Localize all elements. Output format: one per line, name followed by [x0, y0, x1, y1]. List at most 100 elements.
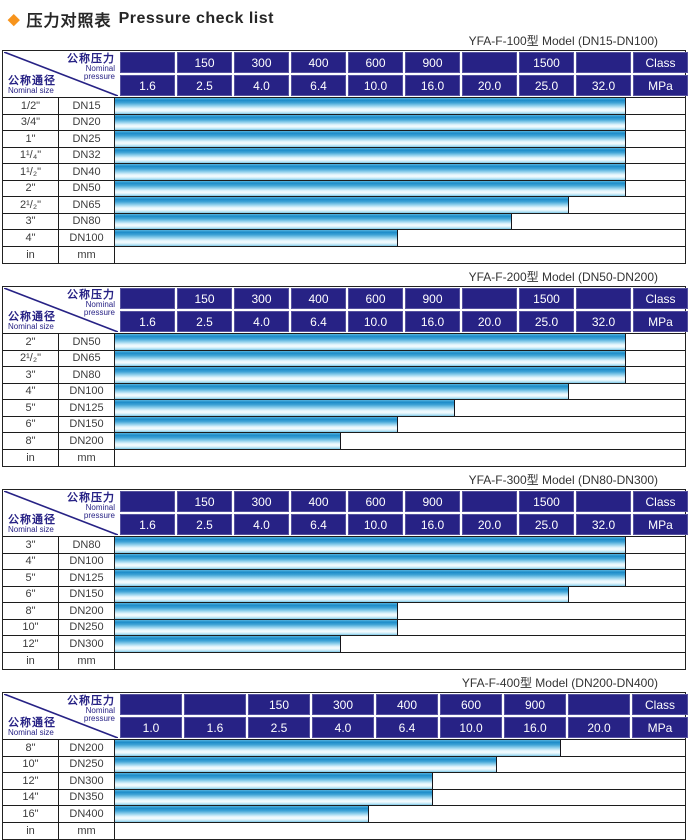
bar-area	[115, 773, 685, 789]
nominal-pressure-label: 公称压力 Nominal pressure	[67, 695, 115, 723]
pressure-table: 公称压力 Nominal pressure 公称通径 Nominal size 150 3…	[2, 286, 688, 467]
pressure-table: 公称压力 Nominal pressure 公称通径 Nominal size 150 3…	[2, 50, 688, 264]
tables-container: YFA-F-100型 Model (DN15-DN100) 公称压力 Nominal…	[2, 34, 688, 840]
class-value-cell	[120, 491, 175, 512]
dn-size-cell: DN200	[59, 603, 115, 619]
class-value-cell: 150	[177, 52, 232, 73]
table-row: 3" DN80	[3, 367, 685, 384]
mpa-unit-cell: MPa	[633, 75, 688, 96]
mpa-value-cell: 4.0	[234, 514, 289, 535]
mpa-value-cell: 2.5	[177, 75, 232, 96]
table-body: 3" DN80 4" DN100 5" DN125 6" DN150 8" DN200 10" DN2…	[3, 537, 685, 669]
dn-size-cell: DN150	[59, 586, 115, 602]
class-value-cell: 900	[405, 52, 460, 73]
corner-cell: 公称压力 Nominal pressure 公称通径 Nominal size	[4, 694, 118, 738]
diagonal-divider	[4, 694, 118, 738]
table-row: 6" DN150	[3, 586, 685, 603]
table-row: 6" DN150	[3, 416, 685, 433]
table-row: 2¹/₂" DN65	[3, 350, 685, 367]
dn-size-cell: mm	[59, 246, 115, 263]
pressure-range-bar	[115, 147, 626, 163]
dn-size-cell: DN300	[59, 636, 115, 652]
table-row: 5" DN125	[3, 400, 685, 417]
mpa-value-cell: 32.0	[576, 311, 631, 332]
class-value-cell	[576, 491, 631, 512]
class-value-cell: 600	[440, 694, 502, 715]
bar-area	[115, 553, 685, 569]
dn-size-cell: DN250	[59, 619, 115, 635]
mpa-value-cell: 16.0	[504, 717, 566, 738]
mpa-value-cell: 25.0	[519, 311, 574, 332]
dn-size-cell: mm	[59, 822, 115, 839]
table-header: 公称压力 Nominal pressure 公称通径 Nominal size 150 3…	[3, 490, 688, 537]
corner-cell: 公称压力 Nominal pressure 公称通径 Nominal size	[4, 52, 118, 96]
inch-size-cell: 8"	[3, 433, 59, 449]
inch-size-cell: 2"	[3, 180, 59, 196]
mpa-value-cell: 10.0	[348, 514, 403, 535]
inch-size-cell: 1¹/₄"	[3, 147, 59, 163]
class-value-cell: 300	[234, 491, 289, 512]
inch-size-cell: 1"	[3, 131, 59, 147]
page-title-en: Pressure check list	[118, 10, 274, 27]
bar-area	[115, 416, 685, 432]
table-body: 1/2" DN15 3/4" DN20 1" DN25 1¹/₄" DN32 1¹/₂" DN40…	[3, 98, 685, 263]
mpa-value-cell: 25.0	[519, 514, 574, 535]
bar-area	[115, 114, 685, 130]
bar-area	[115, 147, 685, 163]
mpa-value-cell: 6.4	[376, 717, 438, 738]
class-value-cell	[462, 52, 517, 73]
class-value-cell	[120, 288, 175, 309]
bar-area	[115, 652, 685, 669]
dn-size-cell: DN50	[59, 334, 115, 350]
mpa-value-cell: 25.0	[519, 75, 574, 96]
table-row: 2" DN50	[3, 334, 685, 351]
inch-size-cell: 6"	[3, 586, 59, 602]
dn-size-cell: DN80	[59, 367, 115, 383]
pressure-range-bar	[115, 433, 341, 449]
table-row: in mm	[3, 449, 685, 466]
class-value-cell: 900	[405, 491, 460, 512]
mpa-value-cell: 4.0	[234, 75, 289, 96]
model-label: YFA-F-300型 Model (DN80-DN300)	[468, 473, 658, 487]
pressure-range-bar	[115, 789, 433, 805]
diagonal-divider	[4, 52, 118, 96]
bar-area	[115, 383, 685, 399]
table-row: 16" DN400	[3, 806, 685, 823]
pressure-range-bar	[115, 740, 561, 756]
table-row: 4" DN100	[3, 383, 685, 400]
dn-size-cell: DN15	[59, 98, 115, 114]
class-value-cell: 1500	[519, 288, 574, 309]
table-row: 10" DN250	[3, 619, 685, 636]
bar-area	[115, 636, 685, 652]
dn-size-cell: mm	[59, 652, 115, 669]
table-row: 8" DN200	[3, 740, 685, 757]
class-unit-cell: Class	[633, 491, 688, 512]
mpa-value-cell: 16.0	[405, 75, 460, 96]
class-value-cell: 300	[234, 52, 289, 73]
inch-size-cell: 8"	[3, 603, 59, 619]
bar-area	[115, 449, 685, 466]
class-value-cell: 400	[291, 491, 346, 512]
pressure-range-bar	[115, 806, 369, 822]
pressure-range-bar	[115, 197, 569, 213]
pressure-range-bar	[115, 400, 455, 416]
mpa-value-cell: 16.0	[405, 514, 460, 535]
mpa-value-cell: 32.0	[576, 75, 631, 96]
class-value-cell	[184, 694, 246, 715]
table-header: 公称压力 Nominal pressure 公称通径 Nominal size 150 3…	[3, 287, 688, 334]
inch-size-cell: 3"	[3, 367, 59, 383]
model-label: YFA-F-200型 Model (DN50-DN200)	[468, 270, 658, 284]
inch-size-cell: 12"	[3, 773, 59, 789]
bar-area	[115, 131, 685, 147]
table-header: 公称压力 Nominal pressure 公称通径 Nominal size 150 3…	[3, 693, 688, 740]
bar-area	[115, 180, 685, 196]
class-value-cell	[120, 52, 175, 73]
pressure-range-bar	[115, 367, 626, 383]
mpa-value-cell: 6.4	[291, 75, 346, 96]
inch-size-cell: 4"	[3, 230, 59, 246]
mpa-value-cell: 10.0	[348, 311, 403, 332]
dn-size-cell: DN250	[59, 756, 115, 772]
class-value-cell: 900	[405, 288, 460, 309]
diamond-icon: ◆	[8, 10, 20, 28]
table-row: 2" DN50	[3, 180, 685, 197]
